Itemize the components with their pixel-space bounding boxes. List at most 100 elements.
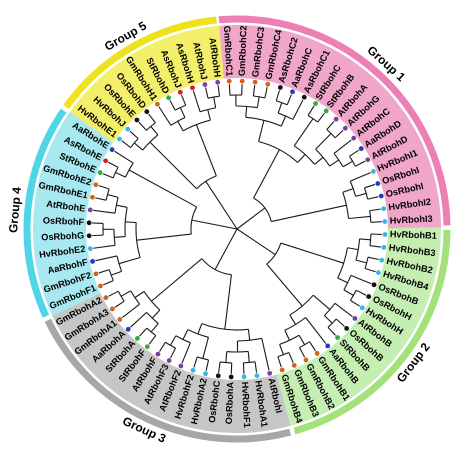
leaf-dot (88, 246, 93, 251)
tree-branch (170, 100, 175, 110)
leaf-dot (334, 117, 339, 122)
tree-branch (171, 348, 176, 358)
tree-arc (176, 336, 190, 343)
tree-arc (370, 234, 371, 246)
tree-arc (350, 290, 356, 300)
tree-arc (370, 211, 371, 223)
tree-branch (93, 245, 115, 248)
leaf-dot (315, 351, 320, 356)
tree-branch (370, 246, 381, 247)
tree-branch (151, 323, 158, 331)
leaf-dot (253, 80, 258, 85)
tree-branch (318, 113, 325, 122)
tree-branch (214, 97, 216, 108)
tree-branch (299, 348, 304, 358)
tree-branch (293, 100, 303, 120)
tree-branch (271, 205, 346, 221)
leaf-dot (191, 368, 196, 373)
tree-branch (198, 324, 202, 334)
tree-branch (181, 95, 185, 105)
tree-arc (131, 139, 139, 148)
tree-branch (335, 303, 353, 316)
leaf-dot (335, 335, 340, 340)
leaf-dot (155, 102, 160, 107)
tree-branch (108, 195, 119, 198)
tree-branch (134, 143, 142, 150)
tree-branch (276, 90, 279, 101)
tree-arc (227, 351, 248, 352)
leaf-dot (382, 232, 387, 237)
tree-branch (338, 278, 348, 283)
tree-arc (188, 330, 209, 338)
tree-branch (347, 248, 358, 250)
leaf-label: OsRbohA (224, 381, 236, 424)
leaf-dot (292, 363, 297, 368)
tree-branch (135, 291, 144, 297)
leaf-label: HvRbohI3 (390, 214, 433, 226)
tree-branch (208, 110, 211, 121)
leaf-dot (372, 282, 377, 287)
tree-branch (109, 291, 119, 296)
tree-branch (254, 150, 280, 198)
tree-arc (131, 291, 140, 304)
tree-branch (125, 222, 136, 223)
tree-branch (259, 120, 264, 141)
tree-branch (356, 260, 367, 263)
tree-arc (308, 115, 318, 122)
tree-branch (192, 220, 237, 229)
tree-arc (146, 123, 155, 131)
leaf-dot (278, 85, 283, 90)
leaf-dot (290, 89, 295, 94)
leaf-dot (203, 371, 208, 376)
tree-branch (237, 229, 275, 255)
leaf-dot (110, 147, 115, 152)
tree-branch (262, 338, 269, 370)
tree-arc (113, 167, 118, 178)
tree-branch (139, 122, 146, 130)
leaf-dot (255, 373, 260, 378)
leaf-dot (178, 90, 183, 95)
tree-branch (95, 198, 106, 200)
tree-branch (93, 210, 115, 213)
tree-branch (368, 197, 379, 199)
tree-branch (215, 229, 237, 269)
leaf-dot (87, 233, 92, 238)
tree-branch (96, 256, 117, 261)
tree-branch (280, 344, 284, 354)
tree-branch (298, 154, 305, 162)
tree-branch (196, 125, 216, 176)
tree-branch (343, 161, 352, 167)
tree-branch (119, 257, 140, 263)
tree-branch (351, 275, 371, 283)
leaf-dot (166, 95, 171, 100)
tree-branch (306, 318, 326, 344)
leaf-label: OsRbohF (43, 215, 85, 227)
tree-branch (278, 357, 281, 367)
tree-arc (243, 362, 255, 363)
tree-branch (289, 353, 293, 363)
tree-branch (310, 342, 316, 351)
tree-branch (225, 275, 232, 330)
tree-branch (203, 337, 209, 358)
tree-arc (334, 153, 343, 166)
tree-branch (115, 173, 125, 178)
tree-branch (115, 301, 124, 307)
tree-arc (278, 113, 293, 119)
leaf-dot (366, 294, 371, 299)
tree-arc (175, 105, 186, 110)
leaf-dot (343, 126, 348, 131)
tree-branch (159, 107, 171, 126)
tree-branch (116, 205, 127, 207)
leaf-dot (359, 146, 364, 151)
leaf-dot (325, 344, 330, 349)
leaf-dot (98, 284, 103, 289)
leaf-dot (167, 358, 172, 363)
tree-branch (151, 259, 201, 302)
tree-branch (180, 108, 185, 118)
tree-arc (344, 275, 351, 289)
tree-branch (327, 121, 334, 129)
leaf-dot (242, 374, 247, 379)
leaf-dot (313, 101, 318, 106)
leaf-dot (265, 82, 270, 87)
